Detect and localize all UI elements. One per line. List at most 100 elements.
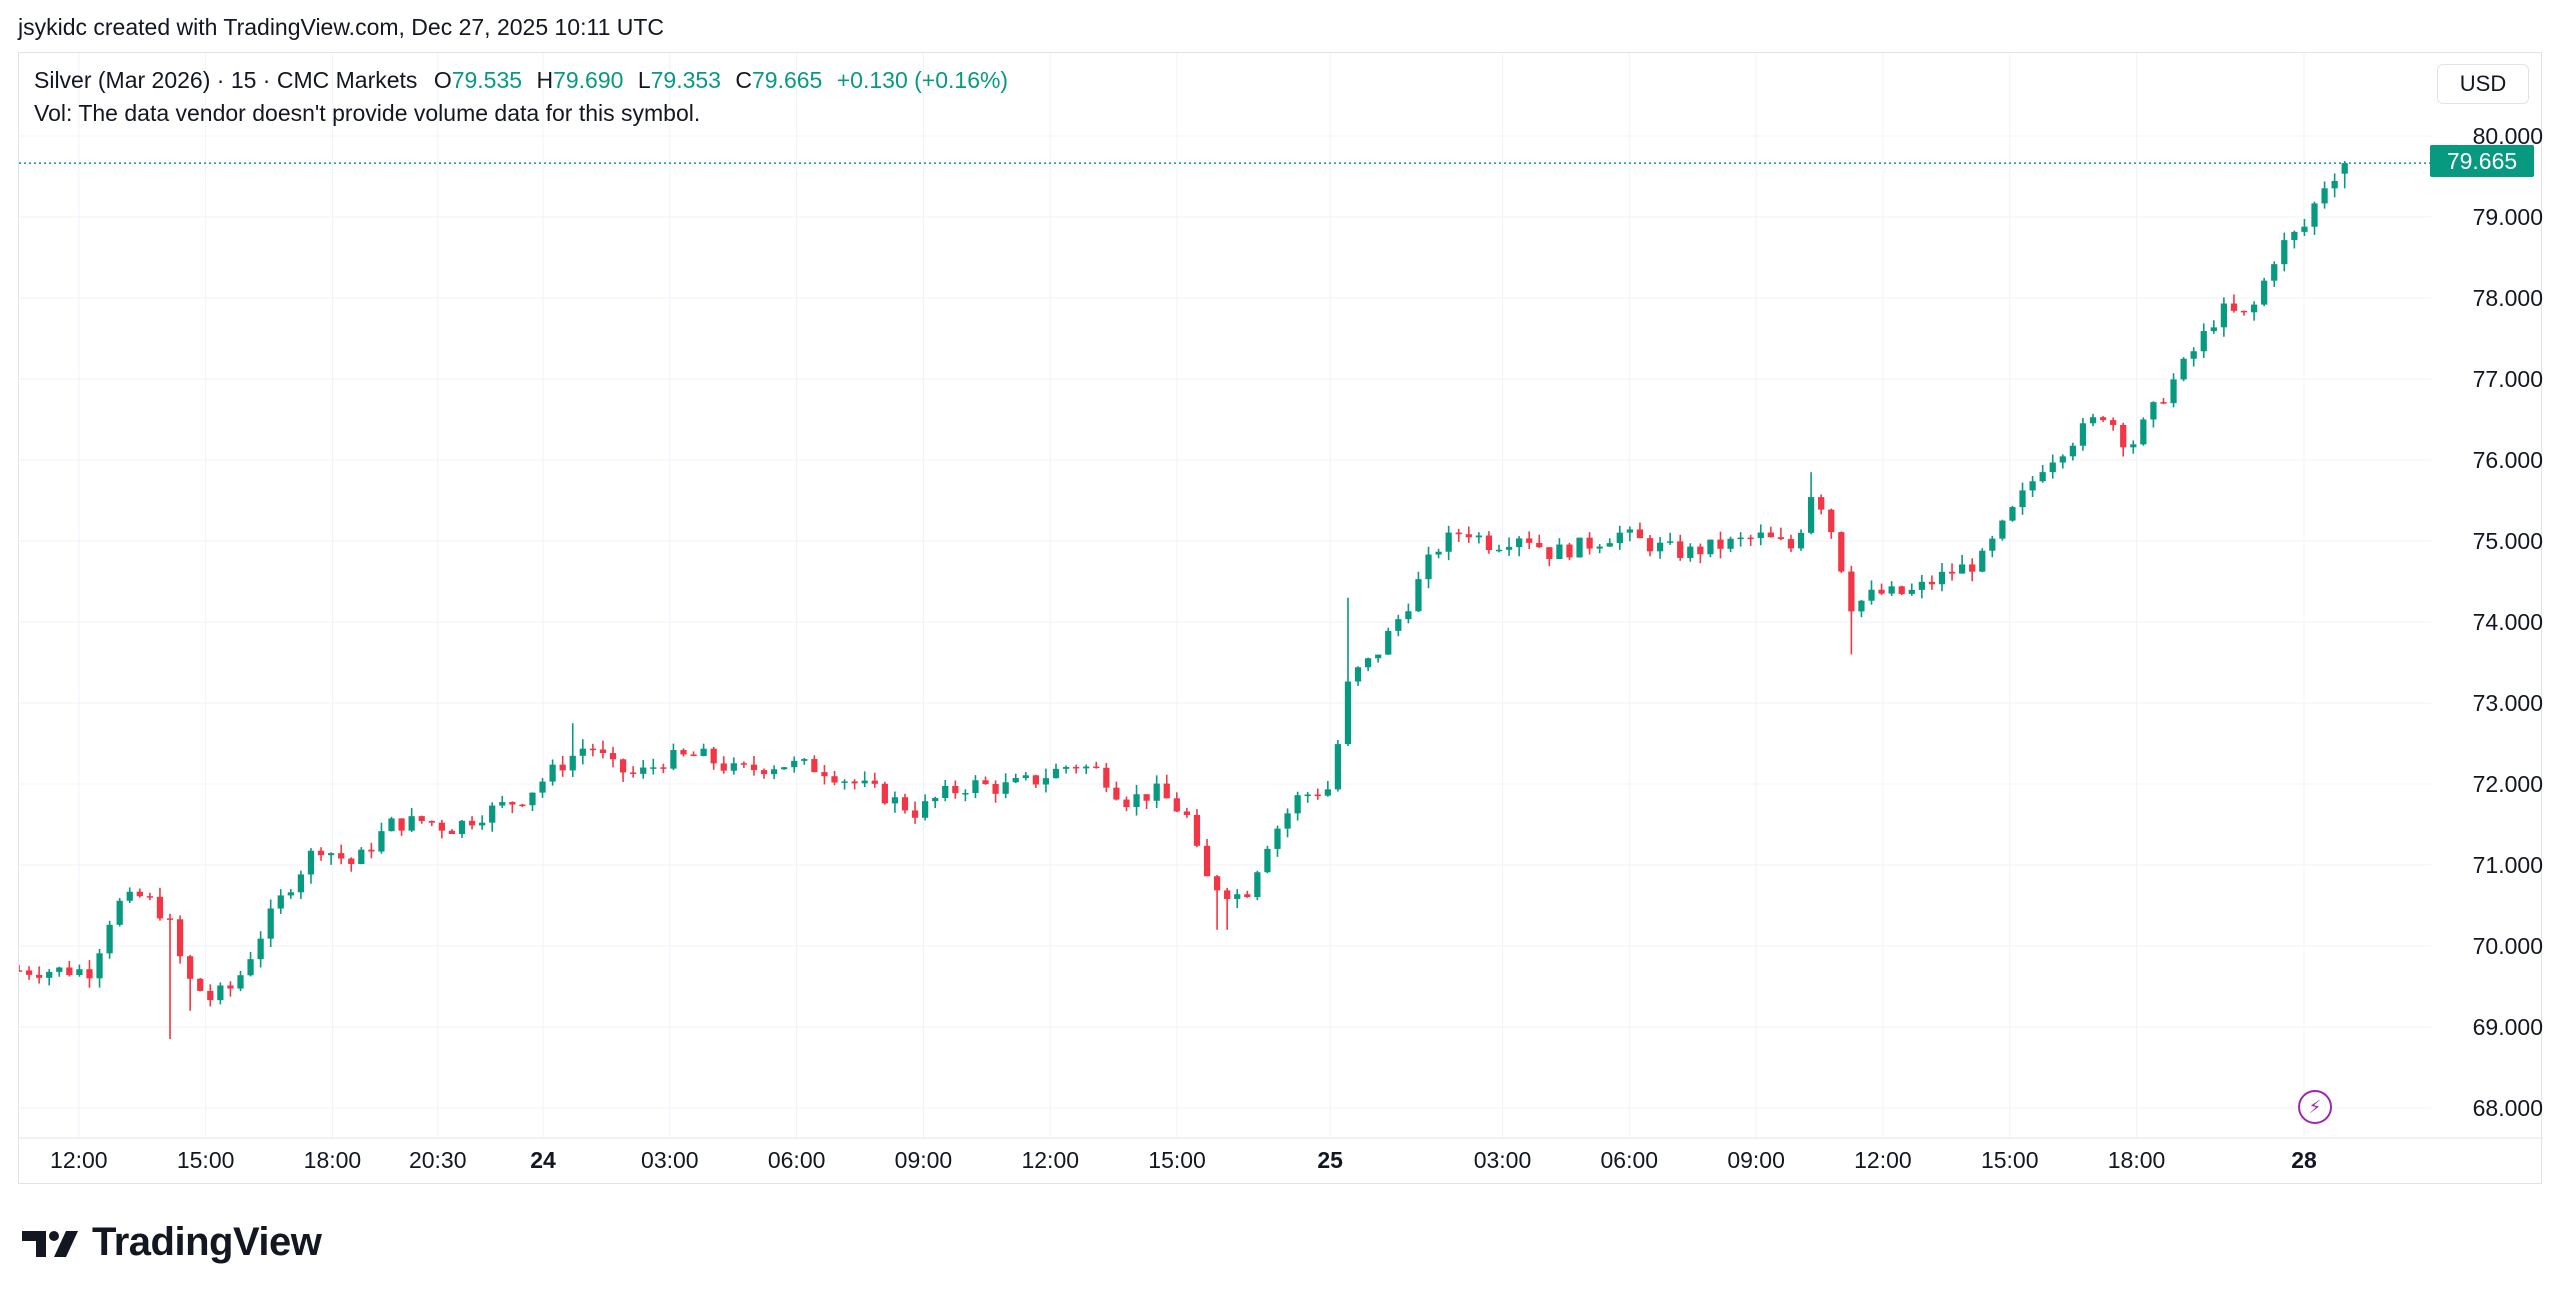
candle-body xyxy=(1224,890,1231,899)
y-tick-label: 77.000 xyxy=(2473,366,2543,392)
candle-body xyxy=(1646,538,1654,552)
candle-body xyxy=(2250,304,2258,313)
currency-button[interactable]: USD xyxy=(2437,64,2529,104)
candle-body xyxy=(821,772,828,777)
candle-body xyxy=(489,805,496,823)
candle-body xyxy=(358,849,365,865)
candle-body xyxy=(1103,767,1110,788)
candle-body xyxy=(700,748,707,756)
candle-body xyxy=(176,919,184,957)
candle-body xyxy=(257,938,264,960)
tradingview-logo[interactable]: TradingView xyxy=(22,1220,322,1265)
x-tick-label: 15:00 xyxy=(177,1147,235,1173)
candle-body xyxy=(1999,520,2006,539)
candle-body xyxy=(1616,532,1623,544)
candle-body xyxy=(1364,658,1372,668)
candle-body xyxy=(1526,538,1533,543)
flash-icon[interactable]: ⚡ xyxy=(2298,1090,2332,1124)
candle-body xyxy=(327,853,335,856)
candle-body xyxy=(710,748,717,764)
candle-body xyxy=(1959,564,1966,574)
candle-body xyxy=(2150,402,2157,420)
candle-body xyxy=(1938,571,1946,585)
candle-body xyxy=(2200,331,2207,352)
candle-body xyxy=(2291,231,2298,241)
candle-body xyxy=(549,764,556,782)
candle-body xyxy=(1707,539,1714,555)
candle-body xyxy=(1314,794,1321,797)
x-tick-label: 06:00 xyxy=(1601,1147,1659,1173)
candle-body xyxy=(801,759,808,761)
symbol-title[interactable]: Silver (Mar 2026) · 15 · CMC Markets xyxy=(34,67,418,93)
candle-body xyxy=(1475,535,1482,538)
x-tick-label: 12:00 xyxy=(50,1147,108,1173)
candle-body xyxy=(2301,226,2308,232)
candle-body xyxy=(1576,537,1583,558)
candle-body xyxy=(408,816,415,831)
candle-body xyxy=(1969,564,1976,572)
candle-body xyxy=(1667,541,1674,543)
candle-body xyxy=(2079,423,2087,446)
brand-name: TradingView xyxy=(92,1220,322,1264)
candle-body xyxy=(2271,264,2278,281)
candle-body xyxy=(791,760,798,768)
candle-body xyxy=(297,874,305,893)
candle-body xyxy=(609,753,617,760)
candle-body xyxy=(267,908,274,939)
candle-body xyxy=(1777,537,1785,540)
x-tick-label: 15:00 xyxy=(1148,1147,1206,1173)
close-label: C xyxy=(735,67,752,93)
volume-note: Vol: The data vendor doesn't provide vol… xyxy=(34,100,701,126)
candle-body xyxy=(2160,402,2167,404)
candle-body xyxy=(1375,654,1382,659)
candle-body xyxy=(952,785,959,794)
candle-body xyxy=(1838,532,1845,572)
candle-body xyxy=(1737,537,1744,540)
candle-body xyxy=(2341,163,2348,174)
candle-body xyxy=(2110,420,2117,425)
candle-body xyxy=(76,969,83,976)
candle-body xyxy=(2009,507,2016,521)
y-tick-label: 73.000 xyxy=(2473,690,2543,716)
candle-body xyxy=(1274,828,1281,849)
candle-body xyxy=(1626,529,1634,533)
candle-body xyxy=(468,820,476,826)
candle-body xyxy=(1264,848,1271,873)
candle-body xyxy=(861,780,868,784)
candle-body xyxy=(1898,586,1905,594)
candle-body xyxy=(479,822,486,826)
candle-body xyxy=(640,767,647,774)
candle-body xyxy=(841,781,848,783)
candle-body xyxy=(740,763,748,765)
candle-body xyxy=(2240,310,2248,313)
y-tick-label: 68.000 xyxy=(2473,1095,2543,1121)
x-tick-label: 18:00 xyxy=(304,1147,362,1173)
candle-body xyxy=(1012,778,1019,783)
candle-body xyxy=(1113,787,1120,800)
candle-body xyxy=(1465,534,1472,538)
candle-body xyxy=(1425,554,1432,580)
candle-body xyxy=(730,763,737,771)
candlestick-chart[interactable]: 68.000 69.000 70.000 71.000 72.000 73.000 74.0… xyxy=(19,53,2543,1185)
candle-body xyxy=(1203,845,1211,877)
candle-body xyxy=(1244,894,1251,898)
x-tick-label: 25 xyxy=(1317,1147,1343,1173)
candle-body xyxy=(1304,794,1311,797)
close-value: 79.665 xyxy=(752,67,823,93)
candle-body xyxy=(519,804,526,807)
candle-body xyxy=(2059,456,2066,463)
x-tick-label: 18:00 xyxy=(2108,1147,2166,1173)
candle-body xyxy=(831,776,838,783)
candle-body xyxy=(2230,303,2238,311)
open-value: 79.535 xyxy=(451,67,523,93)
candle-body xyxy=(599,749,607,754)
candle-body xyxy=(2180,358,2187,380)
candle-body xyxy=(2099,417,2107,421)
candle-body xyxy=(901,797,909,811)
candle-body xyxy=(317,850,325,856)
candle-body xyxy=(630,772,637,774)
candle-body xyxy=(1687,546,1694,558)
candle-body xyxy=(1193,814,1201,846)
candle-body xyxy=(2331,181,2338,189)
candle-body xyxy=(2039,472,2046,482)
